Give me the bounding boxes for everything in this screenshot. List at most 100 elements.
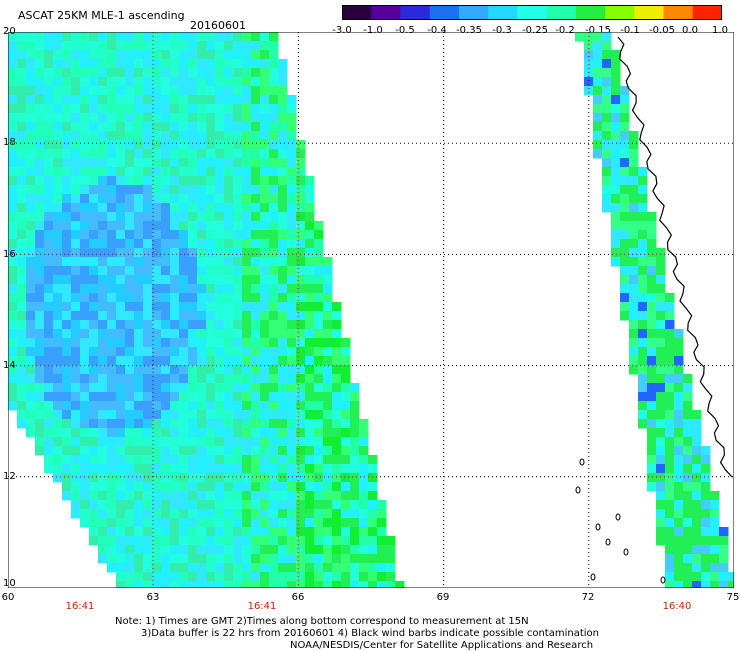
data-cell — [656, 365, 666, 375]
data-cell — [701, 464, 711, 474]
data-cell — [251, 212, 261, 222]
data-cell — [233, 347, 243, 357]
data-cell — [170, 482, 180, 492]
data-cell — [701, 482, 711, 492]
data-cell — [152, 68, 162, 78]
data-cell — [125, 77, 135, 87]
data-cell — [62, 446, 72, 456]
data-cell — [53, 32, 63, 42]
data-cell — [260, 572, 270, 582]
data-cell — [620, 140, 630, 150]
data-cell — [665, 437, 675, 447]
data-cell — [233, 392, 243, 402]
data-cell — [143, 464, 153, 474]
data-cell — [107, 509, 117, 519]
data-cell — [134, 275, 144, 285]
data-cell — [287, 500, 297, 510]
data-cell — [98, 113, 108, 123]
data-cell — [377, 509, 387, 519]
data-cell — [62, 410, 72, 420]
data-cell — [161, 167, 171, 177]
data-cell — [152, 32, 162, 42]
data-cell — [170, 203, 180, 213]
data-cell — [26, 59, 36, 69]
data-cell — [125, 212, 135, 222]
data-cell — [251, 167, 261, 177]
data-cell — [269, 167, 279, 177]
data-cell — [62, 329, 72, 339]
data-cell — [287, 329, 297, 339]
data-cell — [62, 491, 72, 501]
data-cell — [80, 302, 90, 312]
data-cell — [152, 203, 162, 213]
data-cell — [44, 239, 54, 249]
data-cell — [197, 95, 207, 105]
data-cell — [350, 464, 360, 474]
data-cell — [260, 356, 270, 366]
data-cell — [233, 401, 243, 411]
data-cell — [143, 491, 153, 501]
data-cell — [215, 482, 225, 492]
data-cell — [287, 284, 297, 294]
data-cell — [89, 356, 99, 366]
data-cell — [611, 59, 621, 69]
data-cell — [116, 311, 126, 321]
data-cell — [134, 419, 144, 429]
data-cell — [125, 374, 135, 384]
data-cell — [170, 356, 180, 366]
data-cell — [89, 158, 99, 168]
data-cell — [260, 428, 270, 438]
data-cell — [359, 572, 369, 582]
data-cell — [665, 410, 675, 420]
colorbar-swatch — [663, 5, 694, 20]
data-cell — [107, 419, 117, 429]
data-cell — [179, 293, 189, 303]
island — [615, 513, 621, 521]
data-cell — [206, 437, 216, 447]
data-cell — [125, 131, 135, 141]
data-cell — [593, 86, 603, 96]
colorbar-tick-label: -0.3 — [492, 25, 512, 36]
data-cell — [179, 401, 189, 411]
data-cell — [611, 104, 621, 114]
data-cell — [179, 95, 189, 105]
data-cell — [233, 284, 243, 294]
data-cell — [8, 392, 18, 402]
data-cell — [62, 104, 72, 114]
data-cell — [260, 311, 270, 321]
data-cell — [161, 158, 171, 168]
data-cell — [278, 329, 288, 339]
data-cell — [647, 446, 657, 456]
data-cell — [152, 554, 162, 564]
data-cell — [224, 221, 234, 231]
data-cell — [26, 302, 36, 312]
data-cell — [323, 302, 333, 312]
data-cell — [116, 230, 126, 240]
data-cell — [701, 500, 711, 510]
data-cell — [116, 302, 126, 312]
data-cell — [197, 302, 207, 312]
data-cell — [314, 464, 324, 474]
data-cell — [170, 338, 180, 348]
latitude-label: 16 — [3, 249, 16, 260]
data-cell — [44, 284, 54, 294]
data-cell — [215, 383, 225, 393]
data-cell — [44, 59, 54, 69]
data-cell — [206, 536, 216, 546]
data-cell — [26, 32, 36, 42]
data-cell — [602, 158, 612, 168]
data-cell — [116, 392, 126, 402]
data-cell — [692, 572, 702, 582]
data-cell — [134, 59, 144, 69]
data-cell — [161, 302, 171, 312]
data-cell — [287, 203, 297, 213]
data-cell — [620, 212, 630, 222]
data-cell — [656, 374, 666, 384]
data-cell — [323, 338, 333, 348]
data-cell — [179, 221, 189, 231]
data-cell — [116, 347, 126, 357]
data-cell — [593, 32, 603, 42]
data-cell — [98, 158, 108, 168]
data-cell — [206, 140, 216, 150]
data-cell — [305, 500, 315, 510]
